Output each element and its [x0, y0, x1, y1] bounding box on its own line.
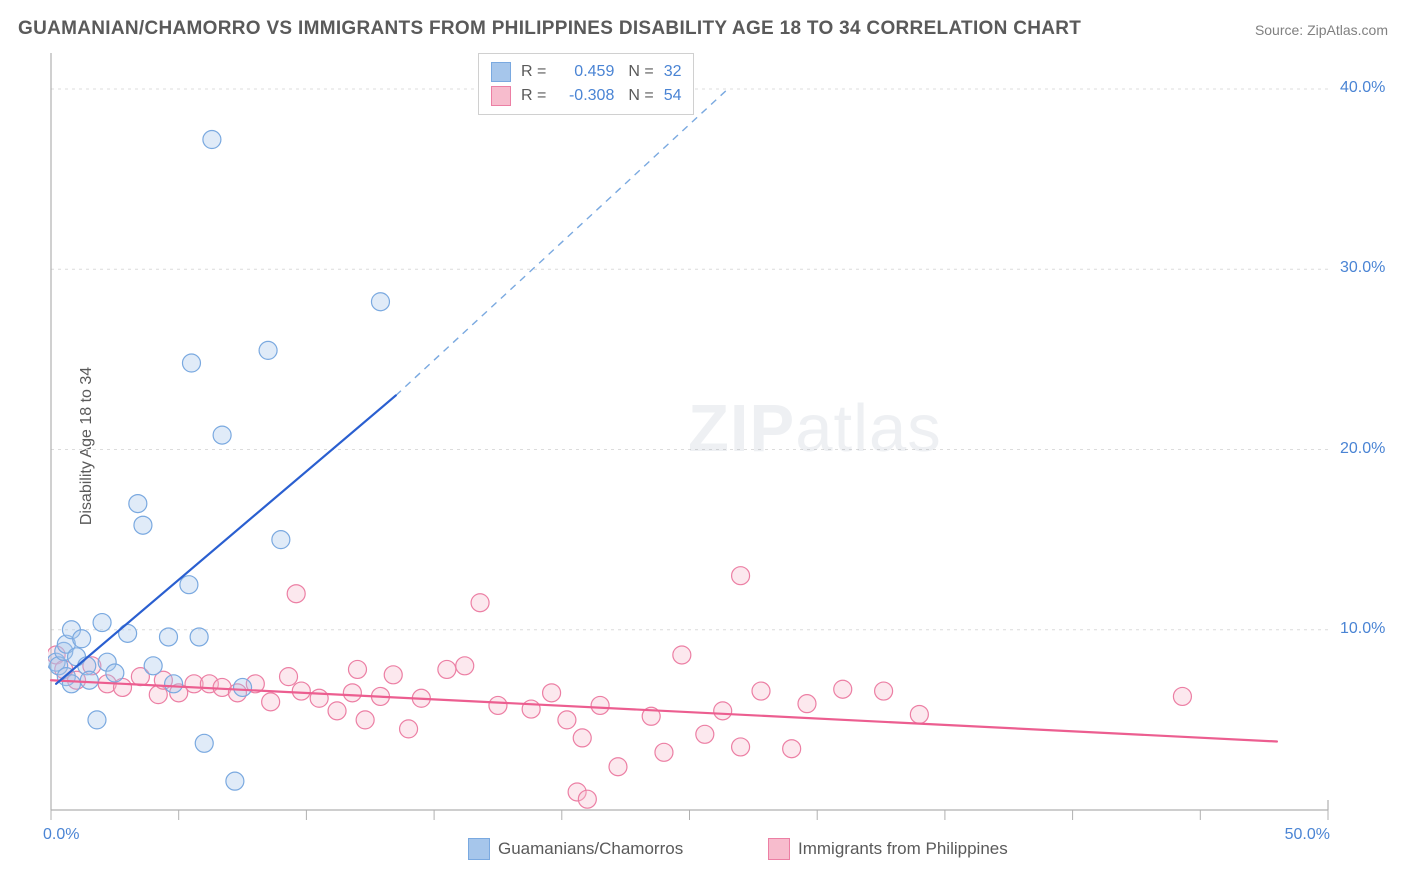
y-tick-label: 40.0%: [1340, 79, 1385, 97]
legend-label-1: Guamanians/Chamorros: [498, 839, 683, 859]
legend-swatch-2: [768, 838, 790, 860]
legend-series-2: Immigrants from Philippines: [768, 838, 1008, 860]
n-value: 54: [664, 84, 682, 108]
chart-container: ZIPatlas R =0.459N =32R =-0.308N =54 Gua…: [48, 50, 1388, 820]
page-title: GUAMANIAN/CHAMORRO VS IMMIGRANTS FROM PH…: [18, 18, 1081, 40]
y-tick-label: 30.0%: [1340, 259, 1385, 277]
y-tick-label: 20.0%: [1340, 440, 1385, 458]
r-label: R =: [521, 60, 546, 84]
correlation-legend: R =0.459 N = 32 R =-0.308 N = 54: [478, 53, 694, 115]
legend-row: R =0.459 N = 32: [491, 60, 681, 84]
r-value: -0.308: [552, 84, 614, 108]
n-value: 32: [664, 60, 682, 84]
legend-row: R =-0.308 N = 54: [491, 84, 681, 108]
x-tick-label: 0.0%: [43, 826, 79, 844]
n-label: N =: [628, 84, 653, 108]
legend-swatch-1: [468, 838, 490, 860]
x-tick-label: 50.0%: [1285, 826, 1330, 844]
legend-series-1: Guamanians/Chamorros: [468, 838, 683, 860]
legend-swatch: [491, 86, 511, 106]
scatter-chart: [48, 50, 1388, 870]
legend-label-2: Immigrants from Philippines: [798, 839, 1008, 859]
r-value: 0.459: [552, 60, 614, 84]
legend-swatch: [491, 62, 511, 82]
r-label: R =: [521, 84, 546, 108]
y-tick-label: 10.0%: [1340, 620, 1385, 638]
n-label: N =: [628, 60, 653, 84]
source-label: Source: ZipAtlas.com: [1255, 22, 1388, 38]
